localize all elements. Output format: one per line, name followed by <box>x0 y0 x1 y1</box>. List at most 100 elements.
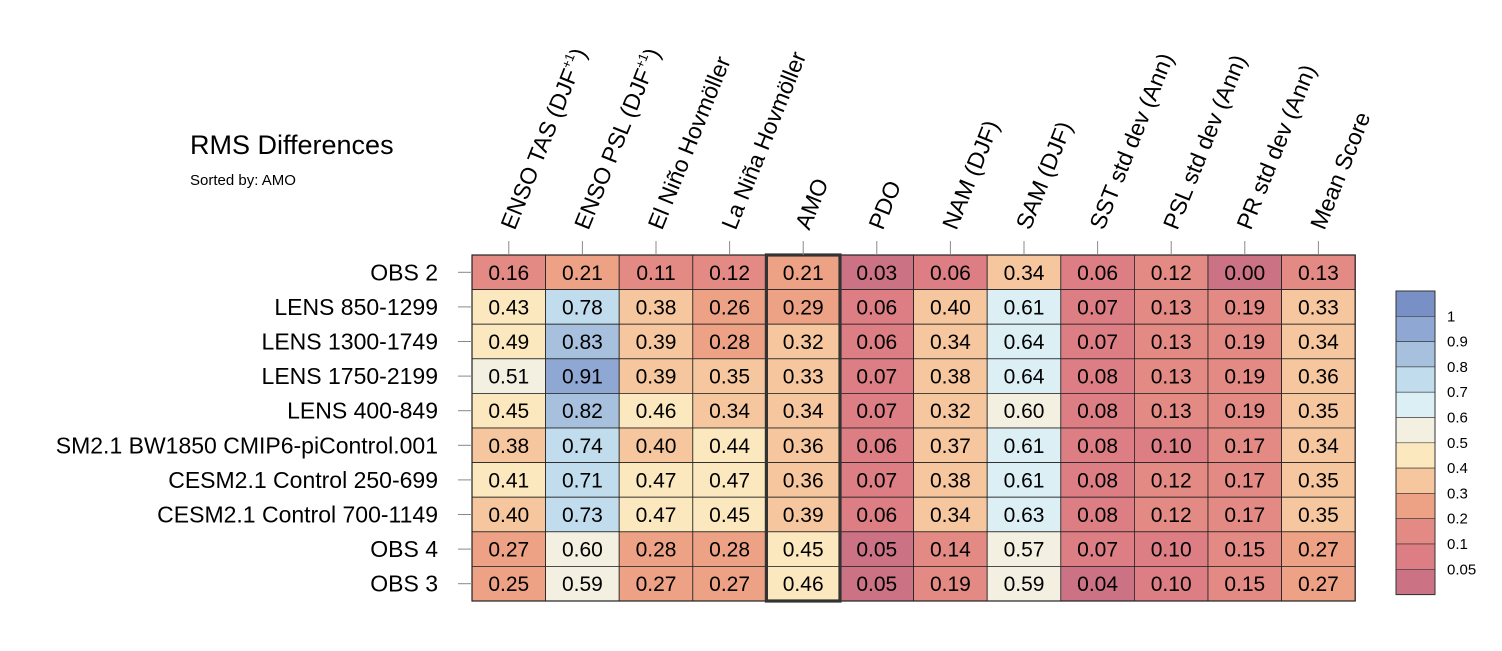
colorbar-tick-label: 0.7 <box>1447 384 1468 401</box>
heatmap-cell <box>1281 531 1356 567</box>
row-label: CESM2.1 Control 700-1149 <box>157 502 438 528</box>
cell-value-label: 0.27 <box>1298 573 1339 596</box>
heatmap-cell <box>1134 427 1209 463</box>
heatmap-cell <box>1281 462 1356 498</box>
heatmap-cell <box>1281 496 1356 533</box>
cell-value-label: 0.25 <box>488 573 529 596</box>
colorbar-tick-label: 0.6 <box>1447 410 1468 427</box>
cell-value-label: 0.39 <box>636 331 677 354</box>
cell-value-label: 0.28 <box>709 539 750 562</box>
cell-value-label: 0.40 <box>636 435 677 458</box>
heatmap-cell <box>1134 566 1209 602</box>
cell-value-label: 0.34 <box>1298 331 1339 354</box>
cell-value-label: 0.26 <box>709 296 750 319</box>
cell-value-label: 0.28 <box>636 539 677 562</box>
cell-value-label: 0.17 <box>1224 435 1265 458</box>
cell-value-label: 0.21 <box>783 262 824 285</box>
colorbar-tick-label: 0.1 <box>1447 536 1468 553</box>
cell-value-label: 0.40 <box>488 504 529 527</box>
cell-value-label: 0.35 <box>1298 469 1339 492</box>
heatmap-cell <box>545 566 620 602</box>
column-label: SAM (DJF) <box>1011 118 1078 233</box>
heatmap-cell <box>545 254 620 290</box>
heatmap-cell <box>692 427 767 463</box>
heatmap-cell <box>692 531 767 567</box>
cell-value-label: 0.10 <box>1151 573 1192 596</box>
cell-value-label: 0.46 <box>783 573 824 596</box>
heatmap-cell <box>471 392 546 429</box>
heatmap-cell <box>1281 427 1356 463</box>
cell-value-label: 0.39 <box>783 504 824 527</box>
heatmap-cell <box>913 427 988 463</box>
heatmap-cell <box>471 323 546 360</box>
heatmap-cell <box>1134 289 1209 325</box>
heatmap-cell <box>471 254 546 290</box>
colorbar-swatch <box>1395 391 1436 418</box>
heatmap-cell <box>692 289 767 325</box>
cell-value-label: 0.74 <box>562 435 603 458</box>
cell-value-label: 0.37 <box>930 435 971 458</box>
colorbar-swatch <box>1395 341 1436 368</box>
cell-value-label: 0.78 <box>562 296 603 319</box>
cell-value-label: 0.12 <box>1151 504 1192 527</box>
column-label: PR std dev (Ann) <box>1231 61 1321 233</box>
heatmap-cell <box>1281 323 1356 360</box>
heatmap-cell <box>471 531 546 567</box>
colorbar-tick-label: 0.9 <box>1447 334 1468 351</box>
cell-value-label: 0.82 <box>562 400 603 423</box>
cell-value-label: 0.60 <box>562 539 603 562</box>
colorbar-swatch <box>1395 543 1436 570</box>
cell-value-label: 0.45 <box>488 400 529 423</box>
cell-value-label: 0.28 <box>709 331 750 354</box>
colorbar-swatch <box>1395 315 1436 342</box>
heatmap-cell <box>692 323 767 360</box>
heatmap-cell <box>913 323 988 360</box>
cell-value-label: 0.07 <box>1077 331 1118 354</box>
heatmap-cell <box>839 392 914 429</box>
heatmap-cell <box>1060 531 1135 567</box>
column-labels: ENSO TAS (DJF+1)ENSO PSL (DJF+1)El Niño … <box>495 44 1375 255</box>
cell-value-label: 0.06 <box>856 331 897 354</box>
heatmap-cell <box>839 358 914 394</box>
cell-value-label: 0.63 <box>1004 504 1045 527</box>
heatmap-cell <box>1207 566 1282 602</box>
cell-value-label: 0.06 <box>856 504 897 527</box>
cell-value-label: 0.06 <box>930 262 971 285</box>
cell-value-label: 0.34 <box>930 504 971 527</box>
row-label: CESM2.1 Control 250-699 <box>168 467 438 493</box>
cell-value-label: 0.34 <box>709 400 750 423</box>
row-label: LENS 400-849 <box>287 398 438 424</box>
heatmap-cell <box>1207 289 1282 325</box>
column-label: NAM (DJF) <box>937 117 1004 233</box>
column-label: AMO <box>790 175 834 233</box>
cell-value-label: 0.40 <box>930 296 971 319</box>
heatmap-cell <box>1060 462 1135 498</box>
cell-value-label: 0.08 <box>1077 400 1118 423</box>
heatmap-cell <box>1207 462 1282 498</box>
cell-value-label: 0.71 <box>562 469 603 492</box>
cell-value-label: 0.57 <box>1004 539 1045 562</box>
cell-value-label: 0.60 <box>1004 400 1045 423</box>
cell-value-label: 0.34 <box>1004 262 1045 285</box>
cell-value-label: 0.12 <box>1151 469 1192 492</box>
cell-value-label: 0.33 <box>1298 296 1339 319</box>
heatmap-cell <box>913 289 988 325</box>
cell-value-label: 0.73 <box>562 504 603 527</box>
cell-value-label: 0.38 <box>636 296 677 319</box>
cell-value-label: 0.35 <box>1298 504 1339 527</box>
colorbar-swatch <box>1395 290 1436 317</box>
row-labels: OBS 2 LENS 850-1299 LENS 1300-1749 LENS 175… <box>56 259 472 597</box>
cell-value-label: 0.34 <box>930 331 971 354</box>
cell-value-label: 0.13 <box>1151 400 1192 423</box>
cell-value-label: 0.07 <box>1077 539 1118 562</box>
heatmap-cell <box>1060 289 1135 325</box>
heatmap-cell <box>1060 358 1135 394</box>
cell-value-label: 0.07 <box>856 366 897 389</box>
heatmap-cell <box>766 566 841 602</box>
cell-value-label: 0.47 <box>709 469 750 492</box>
cell-value-label: 0.27 <box>709 573 750 596</box>
colorbar-swatch <box>1395 467 1436 494</box>
heatmap-cell <box>471 496 546 533</box>
cell-value-label: 0.19 <box>1224 366 1265 389</box>
cell-value-label: 0.61 <box>1004 435 1045 458</box>
